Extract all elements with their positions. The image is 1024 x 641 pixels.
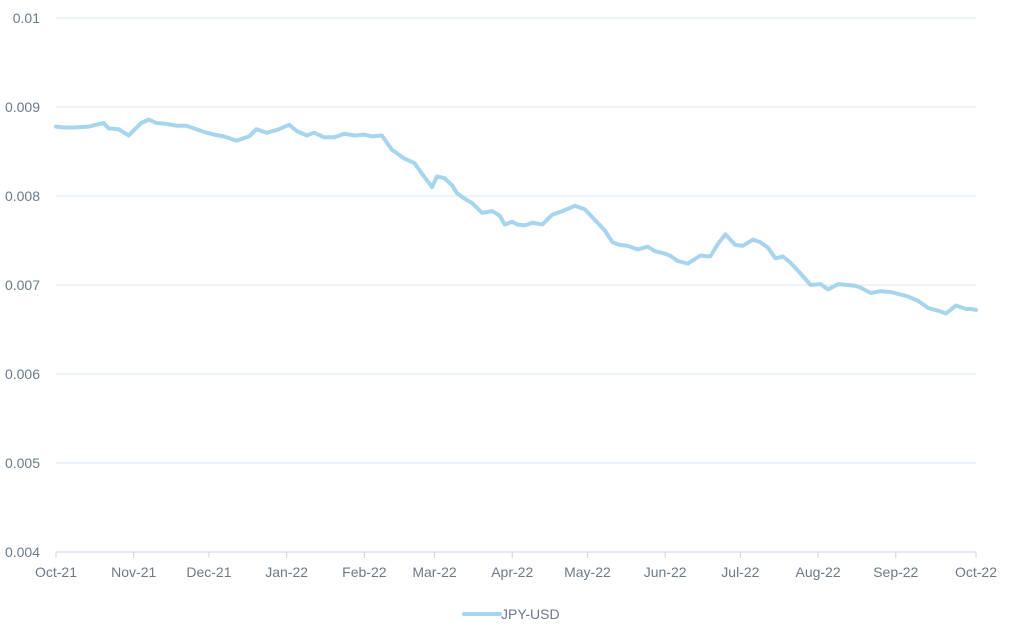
x-tick-label: Aug-22 [795,564,840,580]
y-tick-label: 0.005 [5,455,40,471]
x-tick-label: Nov-21 [111,564,156,580]
y-tick-label: 0.004 [5,544,40,560]
x-tick-label: May-22 [564,564,611,580]
x-tick-label: Jun-22 [644,564,687,580]
legend[interactable]: JPY-USD [462,606,560,622]
gridlines [56,17,976,464]
y-tick-label: 0.008 [5,188,40,204]
y-tick-label: 0.006 [5,366,40,382]
x-tick-label: Oct-21 [35,564,77,580]
y-tick-label: 0.009 [5,99,40,115]
y-tick-label: 0.007 [5,277,40,293]
legend-label-jpy-usd: JPY-USD [501,606,560,622]
x-tick-label: Apr-22 [491,564,533,580]
y-tick-label: 0.01 [13,10,40,26]
y-axis-tick-labels: 0.004 0.005 0.006 0.007 0.008 0.009 0.01 [5,10,40,560]
x-tick-label: Jan-22 [265,564,308,580]
x-tick-label: Dec-21 [186,564,231,580]
x-axis-ticks: Oct-21 Nov-21 Dec-21 Jan-22 Feb-22 Mar-22 Apr-… [35,552,997,580]
x-tick-label: Feb-22 [342,564,387,580]
x-tick-label: Sep-22 [873,564,918,580]
x-tick-label: Mar-22 [412,564,457,580]
series-group [54,117,978,316]
x-tick-label: Oct-22 [955,564,997,580]
series-line-jpy-usd [54,117,978,316]
x-tick-label: Jul-22 [721,564,759,580]
